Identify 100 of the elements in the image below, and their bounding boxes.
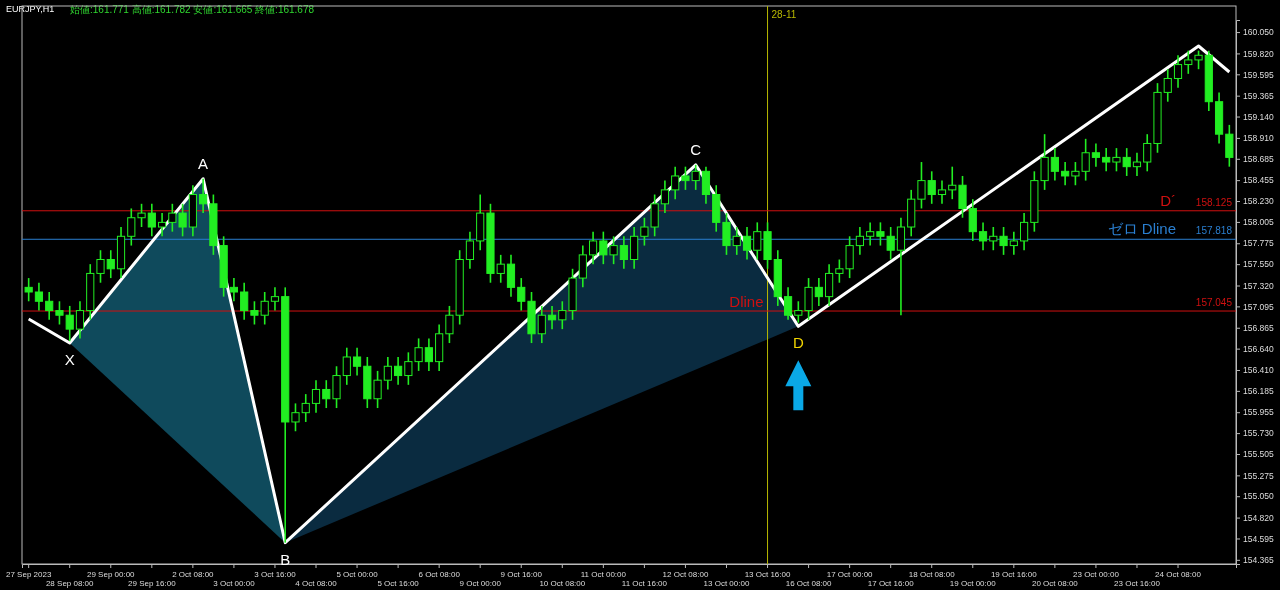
x-tick-label: 23 Oct 16:00 (1114, 578, 1161, 588)
x-tick-label: 10 Oct 08:00 (539, 578, 586, 588)
y-tick-label: 156.640 (1243, 343, 1274, 354)
candlestick (1091, 142, 1101, 168)
candlestick (537, 305, 546, 344)
candlestick (394, 356, 403, 386)
candlestick (1143, 133, 1152, 173)
candlestick (671, 165, 680, 200)
candlestick (896, 216, 906, 317)
candlestick (1009, 230, 1018, 256)
candlestick (948, 165, 957, 200)
candlestick (701, 165, 711, 205)
y-tick-label: 158.230 (1243, 196, 1274, 207)
candlestick (75, 300, 85, 340)
x-tick-label: 6 Oct 08:00 (418, 569, 461, 579)
annotation: B (280, 550, 291, 568)
y-tick-label: 156.185 (1243, 386, 1274, 397)
x-tick-label: 11 Oct 00:00 (580, 569, 627, 579)
candlestick (1020, 212, 1029, 252)
x-tick-label: 18 Oct 08:00 (908, 569, 956, 579)
candlestick (24, 277, 33, 303)
candlestick (199, 177, 208, 214)
annotation: X (64, 351, 75, 369)
x-tick-label: 28 Sep 08:00 (45, 578, 95, 588)
chart-subtitle: 始値:161.771 高値:161.782 安値:161.665 終値:161.678 (70, 4, 315, 15)
candlestick (352, 346, 362, 377)
candlestick (814, 277, 823, 307)
x-tick-label: 27 Sep 2023 (5, 569, 52, 579)
ref-line-label: ゼロ Dline (1107, 220, 1176, 238)
candlestick (732, 226, 741, 256)
candlestick (229, 277, 238, 303)
y-tick-label: 155.505 (1243, 449, 1274, 460)
y-tick-label: 157.550 (1243, 259, 1274, 270)
candlestick (96, 249, 105, 284)
candlestick (1163, 68, 1172, 103)
y-tick-label: 155.275 (1243, 470, 1274, 481)
candlestick (866, 221, 875, 247)
x-tick-label: 29 Sep 00:00 (86, 569, 136, 579)
candlestick (1061, 161, 1070, 187)
x-tick-label: 12 Oct 08:00 (662, 569, 709, 579)
y-tick-label: 158.685 (1243, 154, 1274, 164)
ref-line-label: D´ (1160, 191, 1176, 209)
x-tick-label: 5 Oct 16:00 (377, 578, 420, 588)
y-tick-label: 158.910 (1243, 133, 1274, 144)
x-tick-label: 17 Oct 16:00 (867, 578, 915, 588)
candlestick (578, 244, 587, 289)
x-tick-label: 16 Oct 08:00 (785, 578, 833, 588)
candlestick (506, 254, 516, 298)
y-tick-label: 159.140 (1243, 111, 1274, 122)
x-tick-label: 19 Oct 00:00 (949, 578, 997, 588)
y-tick-label: 157.775 (1243, 238, 1274, 249)
candlestick (291, 402, 300, 433)
annotation: C (690, 140, 702, 158)
x-tick-label: 20 Oct 08:00 (1031, 578, 1079, 588)
x-tick-label: 19 Oct 16:00 (990, 569, 1038, 579)
candlestick (1173, 54, 1183, 89)
candlestick (588, 230, 598, 265)
annotation: A (198, 154, 209, 172)
y-tick-label: 156.865 (1243, 322, 1274, 333)
candlestick (660, 179, 670, 214)
y-tick-label: 155.955 (1243, 407, 1274, 418)
y-tick-label: 157.320 (1243, 280, 1274, 291)
candlestick (301, 393, 310, 423)
x-tick-label: 17 Oct 00:00 (826, 569, 874, 579)
annotation: 158.125 (1195, 196, 1233, 208)
candlestick (34, 281, 44, 312)
x-tick-label: 5 Oct 00:00 (336, 569, 379, 579)
candlestick (937, 179, 947, 205)
candlestick (270, 286, 280, 312)
candlestick (517, 277, 526, 312)
candlestick (465, 230, 475, 270)
y-tick-label: 158.005 (1243, 217, 1274, 228)
annotation: D (792, 334, 804, 352)
candlestick (1102, 147, 1111, 173)
x-tick-label: 24 Oct 08:00 (1155, 569, 1202, 579)
x-tick-label: 23 Oct 00:00 (1073, 569, 1120, 579)
candlestick (783, 286, 793, 321)
candlestick (968, 198, 977, 242)
x-tick-label: 4 Oct 08:00 (295, 578, 338, 588)
y-tick-label: 160.050 (1243, 27, 1274, 38)
x-tick-label: 2 Oct 08:00 (172, 569, 215, 579)
chart-title: EURJPY,H1 (6, 4, 55, 14)
candlestick (147, 203, 156, 238)
x-tick-label: 29 Sep 16:00 (128, 578, 177, 588)
annotation: 157.818 (1195, 225, 1233, 237)
candlestick (619, 235, 628, 270)
candlestick (157, 212, 167, 238)
y-tick-label: 154.820 (1243, 512, 1274, 523)
y-tick-label: 157.095 (1243, 301, 1274, 312)
candlestick (978, 221, 988, 252)
candlestick (1132, 151, 1142, 177)
x-tick-label: 13 Oct 00:00 (703, 578, 750, 588)
y-tick-label: 159.595 (1243, 69, 1274, 80)
candlestick (1225, 124, 1234, 168)
candlestick (1050, 147, 1059, 182)
ref-line-label: Dline (729, 293, 764, 311)
x-tick-label: 3 Oct 00:00 (213, 578, 256, 588)
y-tick-label: 154.365 (1243, 555, 1274, 566)
candlestick (825, 263, 834, 307)
candlestick (240, 281, 249, 321)
